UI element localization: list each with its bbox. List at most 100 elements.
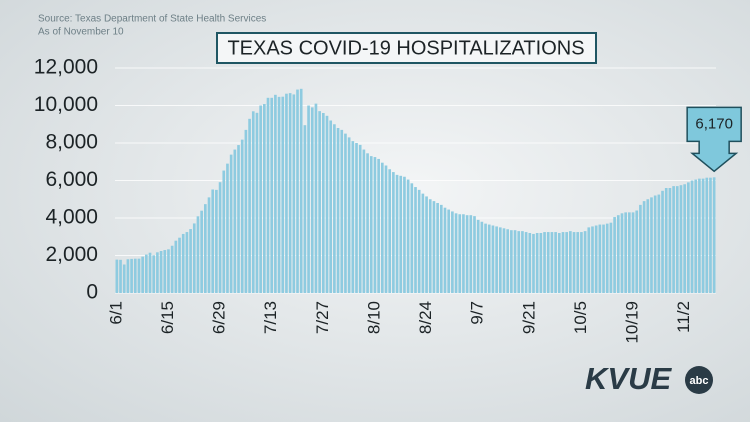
- logo-circle: [685, 366, 713, 394]
- x-tick-label: 11/2: [674, 301, 693, 333]
- bar: [569, 231, 572, 293]
- bar: [679, 185, 683, 293]
- title-box: [216, 32, 597, 64]
- x-tick-label: 6/29: [210, 301, 229, 334]
- bar: [462, 214, 465, 293]
- bar: [557, 233, 561, 293]
- bar: [635, 210, 639, 293]
- x-tick-label: 10/5: [571, 301, 590, 334]
- bar: [650, 197, 653, 293]
- bar: [299, 88, 303, 293]
- bar: [616, 215, 620, 293]
- y-tick-label: 6,000: [45, 168, 98, 191]
- bar: [303, 125, 307, 293]
- bar: [594, 225, 598, 293]
- bar: [631, 212, 635, 293]
- bar: [130, 258, 133, 293]
- bar: [443, 207, 447, 293]
- bar: [535, 233, 539, 293]
- logo-network: abc: [690, 375, 709, 387]
- x-tick-label: 9/21: [519, 301, 538, 334]
- bar: [480, 221, 484, 293]
- bar: [237, 145, 240, 293]
- bar: [347, 137, 351, 293]
- bar: [602, 224, 605, 293]
- bar: [539, 233, 543, 293]
- bar: [251, 111, 255, 293]
- bar: [484, 223, 487, 293]
- bar: [307, 105, 310, 293]
- source: Source: Texas Department of State Health…: [38, 14, 266, 25]
- bar: [687, 182, 690, 293]
- bar: [384, 165, 388, 293]
- bar: [355, 143, 358, 293]
- bar: [664, 188, 668, 293]
- bar: [513, 230, 517, 293]
- bar: [661, 190, 664, 293]
- bar: [395, 174, 399, 293]
- bar: [192, 223, 196, 293]
- bar: [255, 112, 259, 293]
- bar: [657, 194, 661, 293]
- bar: [709, 177, 712, 293]
- bar: [683, 184, 686, 293]
- bar: [229, 154, 233, 293]
- bar: [694, 179, 698, 293]
- bar: [148, 252, 152, 293]
- bar: [181, 233, 185, 293]
- bar: [487, 224, 491, 293]
- bar: [266, 97, 270, 293]
- bar: [122, 264, 126, 293]
- bar: [583, 231, 587, 293]
- bar: [639, 204, 642, 293]
- bar: [126, 259, 130, 293]
- bar: [133, 258, 137, 293]
- bar: [137, 258, 141, 293]
- bar: [325, 115, 329, 293]
- bar: [119, 259, 122, 293]
- bar: [285, 93, 288, 293]
- bar: [701, 178, 705, 293]
- bar: [561, 232, 565, 293]
- bar: [498, 227, 502, 293]
- bar: [546, 232, 550, 293]
- bar: [528, 233, 532, 293]
- bar: [178, 237, 181, 293]
- bar: [473, 216, 476, 293]
- bar: [399, 175, 403, 293]
- bar: [646, 199, 650, 293]
- bar: [218, 182, 222, 293]
- bar: [428, 199, 432, 293]
- bar: [288, 93, 292, 293]
- bar: [672, 186, 675, 293]
- bar: [495, 226, 498, 293]
- bar: [369, 156, 373, 293]
- bar: [613, 217, 616, 293]
- as-of: As of November 10: [38, 27, 124, 38]
- bar: [340, 129, 344, 293]
- bar: [189, 229, 192, 293]
- bar: [403, 176, 406, 293]
- y-tick-label: 2,000: [45, 243, 98, 266]
- x-tick-label: 8/10: [364, 301, 383, 334]
- bar: [421, 193, 425, 293]
- bar: [690, 180, 694, 293]
- bar: [417, 189, 421, 293]
- bar: [215, 189, 218, 293]
- bar: [510, 230, 513, 293]
- bar: [310, 107, 314, 293]
- x-tick-label: 7/13: [261, 301, 280, 334]
- bar: [517, 231, 521, 293]
- bar: [609, 222, 613, 293]
- value-label: 6,170: [695, 115, 733, 132]
- y-tick-label: 4,000: [45, 206, 98, 229]
- bar: [580, 232, 583, 293]
- bar: [296, 89, 299, 293]
- x-tick-label: 6/1: [106, 301, 125, 325]
- x-tick-label: 6/15: [158, 301, 177, 334]
- bar: [244, 129, 248, 293]
- bar: [270, 97, 274, 293]
- bar: [447, 209, 451, 293]
- bar: [458, 214, 462, 293]
- bar: [554, 232, 557, 293]
